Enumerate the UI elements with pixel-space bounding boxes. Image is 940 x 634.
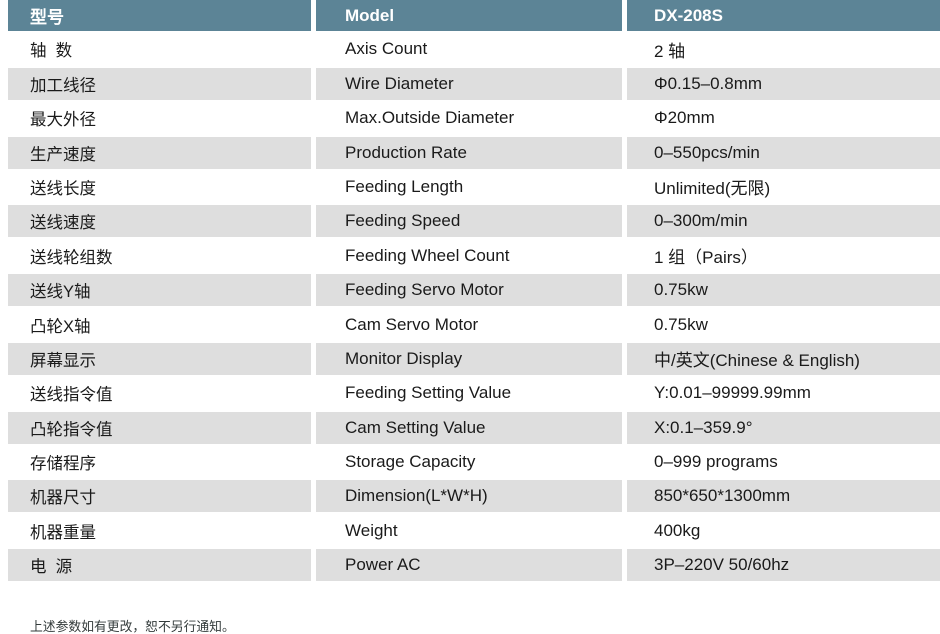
spec-label-cn: 凸轮X轴 xyxy=(8,308,311,341)
table-row: 送线Y轴 Feeding Servo Motor 0.75kw xyxy=(0,274,940,307)
header-cell-model-cn: 型号 xyxy=(8,0,311,31)
footer-note: 上述参数如有更改，恕不另行通知。 Notice shall not be giv… xyxy=(30,588,940,634)
spec-label-cn: 送线Y轴 xyxy=(8,274,311,307)
table-row: 机器尺寸 Dimension(L*W*H) 850*650*1300mm xyxy=(0,480,940,513)
spec-label-en: Cam Servo Motor xyxy=(316,308,622,341)
spec-label-cn: 生产速度 xyxy=(8,136,311,169)
spec-value: X:0.1–359.9° xyxy=(627,411,940,444)
spec-label-en: Feeding Servo Motor xyxy=(316,274,622,307)
spec-label-en: Feeding Speed xyxy=(316,205,622,238)
spec-value: 400kg xyxy=(627,514,940,547)
spec-label-cn: 轴 数 xyxy=(8,33,311,66)
table-body: 轴 数 Axis Count 2 轴加工线径 Wire Diameter Φ0.15–0… xyxy=(0,33,940,582)
spec-value: 0–550pcs/min xyxy=(627,136,940,169)
header-cell-model-number: DX-208S xyxy=(627,0,940,31)
spec-label-en: Wire Diameter xyxy=(316,67,622,100)
table-row: 生产速度 Production Rate 0–550pcs/min xyxy=(0,136,940,169)
spec-value: 1 组（Pairs） xyxy=(627,239,940,272)
spec-value: 2 轴 xyxy=(627,33,940,66)
spec-label-cn: 存储程序 xyxy=(8,446,311,479)
spec-value: 0.75kw xyxy=(627,308,940,341)
spec-value: Y:0.01–99999.99mm xyxy=(627,377,940,410)
table-row: 屏幕显示 Monitor Display 中/英文(Chinese & Englis… xyxy=(0,342,940,375)
spec-label-cn: 加工线径 xyxy=(8,67,311,100)
spec-label-en: Weight xyxy=(316,514,622,547)
spec-label-cn: 送线长度 xyxy=(8,170,311,203)
footer-note-cn: 上述参数如有更改，恕不另行通知。 xyxy=(30,619,235,634)
spec-label-cn: 凸轮指令值 xyxy=(8,411,311,444)
spec-label-en: Production Rate xyxy=(316,136,622,169)
table-row: 机器重量 Weight 400kg xyxy=(0,514,940,547)
spec-label-cn: 送线指令值 xyxy=(8,377,311,410)
spec-label-cn: 最大外径 xyxy=(8,102,311,135)
spec-value: 中/英文(Chinese & English) xyxy=(627,342,940,375)
spec-label-en: Cam Setting Value xyxy=(316,411,622,444)
spec-label-en: Feeding Setting Value xyxy=(316,377,622,410)
spec-label-cn: 电 源 xyxy=(8,549,311,582)
table-row: 凸轮指令值 Cam Setting Value X:0.1–359.9° xyxy=(0,411,940,444)
table-row: 电 源 Power AC 3P–220V 50/60hz xyxy=(0,549,940,582)
spec-value: 0–300m/min xyxy=(627,205,940,238)
spec-label-cn: 屏幕显示 xyxy=(8,342,311,375)
table-row: 最大外径 Max.Outside Diameter Φ20mm xyxy=(0,102,940,135)
table-row: 存储程序 Storage Capacity 0–999 programs xyxy=(0,446,940,479)
table-row: 轴 数 Axis Count 2 轴 xyxy=(0,33,940,66)
spec-label-cn: 送线速度 xyxy=(8,205,311,238)
spec-value: 3P–220V 50/60hz xyxy=(627,549,940,582)
table-row: 加工线径 Wire Diameter Φ0.15–0.8mm xyxy=(0,67,940,100)
table-header-row: 型号 Model DX-208S xyxy=(0,0,940,31)
table-row: 送线长度 Feeding Length Unlimited(无限) xyxy=(0,170,940,203)
spec-value: Unlimited(无限) xyxy=(627,170,940,203)
spec-value: 0–999 programs xyxy=(627,446,940,479)
table-row: 凸轮X轴 Cam Servo Motor 0.75kw xyxy=(0,308,940,341)
spec-label-en: Power AC xyxy=(316,549,622,582)
spec-label-en: Monitor Display xyxy=(316,342,622,375)
header-cell-model-en: Model xyxy=(316,0,622,31)
spec-label-cn: 机器尺寸 xyxy=(8,480,311,513)
spec-label-en: Feeding Length xyxy=(316,170,622,203)
spec-value: 850*650*1300mm xyxy=(627,480,940,513)
spec-label-en: Dimension(L*W*H) xyxy=(316,480,622,513)
table-row: 送线指令值 Feeding Setting Value Y:0.01–99999.9… xyxy=(0,377,940,410)
spec-label-cn: 送线轮组数 xyxy=(8,239,311,272)
spec-label-en: Feeding Wheel Count xyxy=(316,239,622,272)
spec-label-en: Axis Count xyxy=(316,33,622,66)
table-row: 送线轮组数 Feeding Wheel Count 1 组（Pairs） xyxy=(0,239,940,272)
table-row: 送线速度 Feeding Speed 0–300m/min xyxy=(0,205,940,238)
spec-value: Φ0.15–0.8mm xyxy=(627,67,940,100)
spec-value: 0.75kw xyxy=(627,274,940,307)
spec-label-en: Storage Capacity xyxy=(316,446,622,479)
spec-value: Φ20mm xyxy=(627,102,940,135)
spec-label-cn: 机器重量 xyxy=(8,514,311,547)
spec-label-en: Max.Outside Diameter xyxy=(316,102,622,135)
